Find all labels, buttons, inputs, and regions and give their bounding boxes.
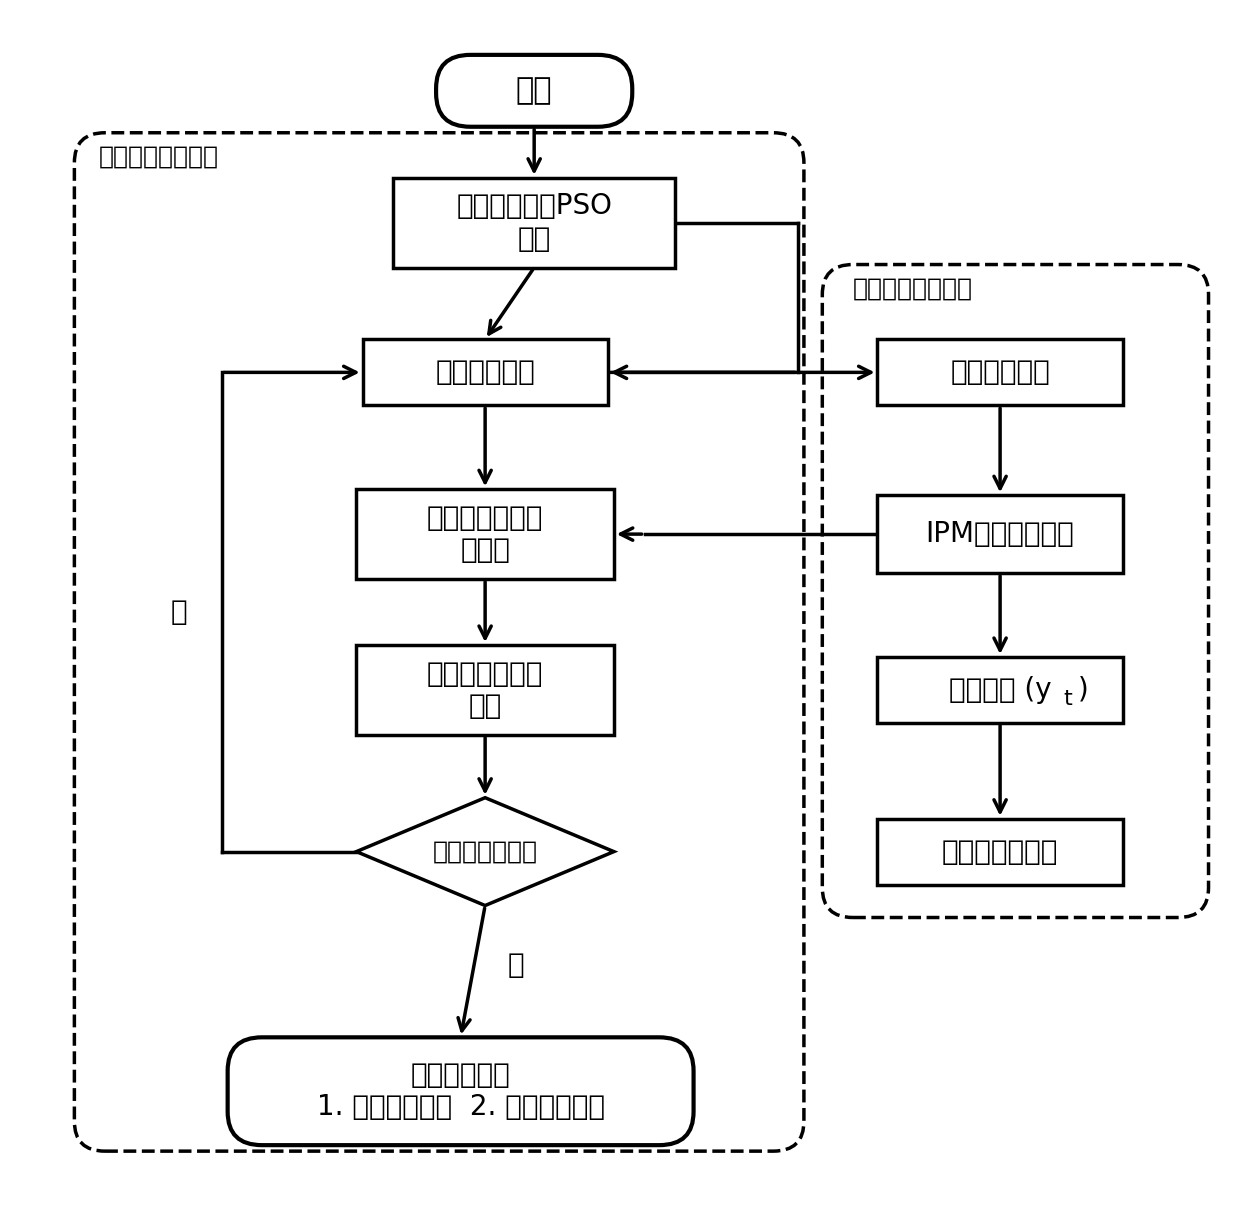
Text: 是: 是 [507, 951, 525, 979]
Text: 计算微电网运营
总成本: 计算微电网运营 总成本 [427, 504, 543, 565]
Bar [356, 645, 614, 734]
Text: 分时电价策略优化: 分时电价策略优化 [853, 276, 973, 301]
Text: 粒子群位置信息
更新: 粒子群位置信息 更新 [427, 659, 543, 720]
Text: 购售电费用分析: 购售电费用分析 [942, 837, 1058, 865]
Bar [878, 496, 1122, 573]
Text: 原始机组组合: 原始机组组合 [435, 359, 534, 387]
Bar [362, 339, 608, 405]
Text: 否: 否 [170, 598, 187, 625]
Text: t: t [1063, 690, 1071, 709]
Text: 原始运行分析: 原始运行分析 [950, 359, 1050, 387]
Text: 满足收敛条件？: 满足收敛条件？ [433, 840, 538, 864]
FancyBboxPatch shape [228, 1037, 693, 1145]
FancyBboxPatch shape [436, 55, 632, 127]
Text: 分散优化结果
1. 最优机组组合  2. 分时电价策略: 分散优化结果 1. 最优机组组合 2. 分时电价策略 [316, 1060, 605, 1121]
Text: 初始化机组和PSO
参数: 初始化机组和PSO 参数 [456, 193, 613, 253]
Text: 最优策略 (y: 最优策略 (y [949, 676, 1052, 704]
Bar [878, 657, 1122, 722]
Text: 开始: 开始 [516, 76, 553, 105]
Bar [393, 178, 675, 268]
Bar [878, 339, 1122, 405]
Polygon shape [356, 797, 614, 905]
Text: 最优机组组合优化: 最优机组组合优化 [99, 144, 219, 168]
Bar [878, 818, 1122, 885]
Bar [356, 490, 614, 579]
Text: ): ) [1078, 676, 1089, 704]
Text: IPM优化电价策略: IPM优化电价策略 [926, 520, 1075, 548]
